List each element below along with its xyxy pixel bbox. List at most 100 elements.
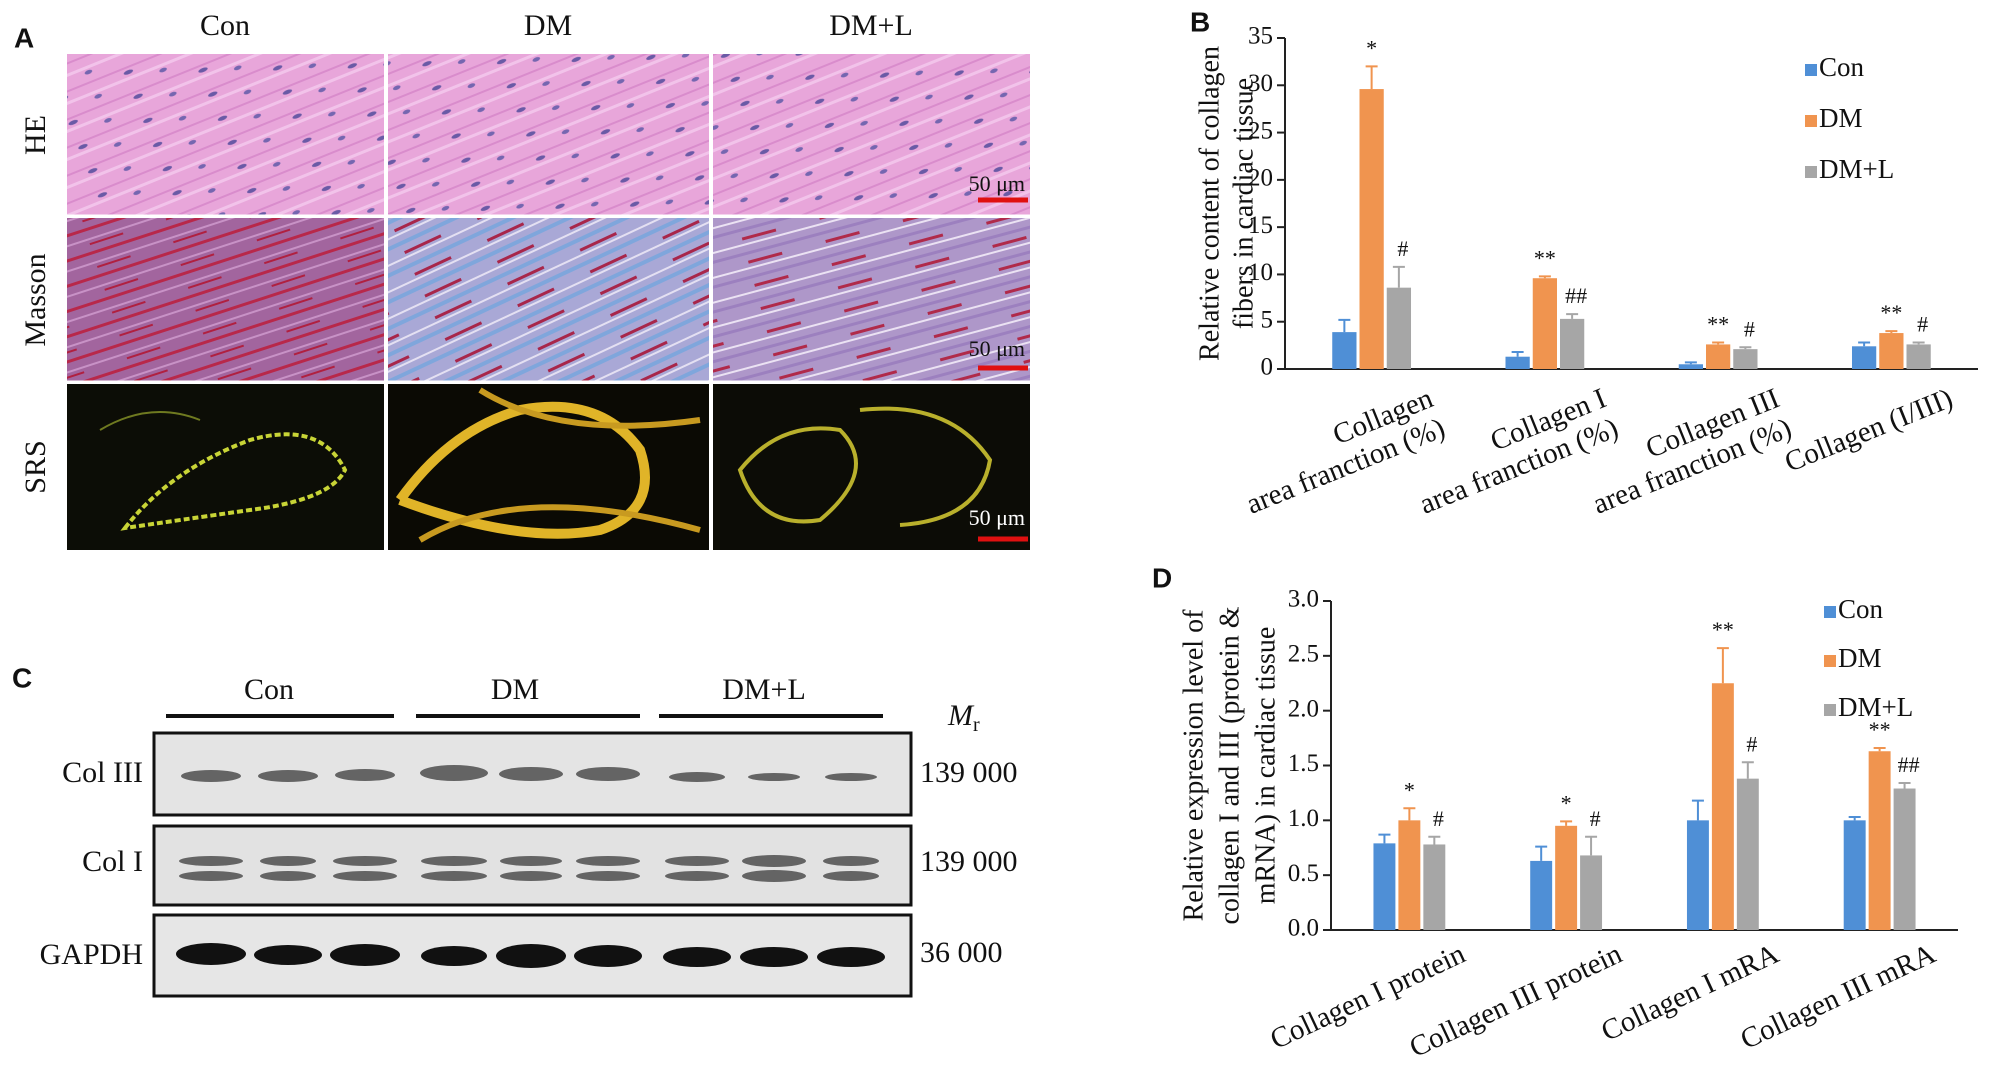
mr-label: Mr [947, 699, 980, 736]
significance-label: # [1744, 316, 1755, 341]
group-label: DM+L [722, 673, 806, 706]
bar [1398, 820, 1421, 930]
y-axis-label: Relative content of collagen [1194, 46, 1225, 361]
significance-label: # [1746, 731, 1757, 756]
y-axis-label: fibers in cardiac tissue [1228, 78, 1259, 329]
scale-bar-label: 50 μm [969, 505, 1025, 530]
legend-label: DM [1819, 103, 1863, 133]
legend-label: Con [1838, 594, 1884, 624]
legend-label: DM+L [1838, 692, 1913, 722]
y-tick-label: 0 [1261, 354, 1274, 381]
error-bar [1585, 835, 1598, 856]
significance-label: ** [1707, 312, 1729, 337]
error-bar [1338, 318, 1351, 333]
bar [1530, 860, 1553, 930]
significance-label: # [1433, 806, 1444, 831]
bar [1851, 346, 1877, 369]
bar [1505, 356, 1530, 369]
y-tick-label: 1.5 [1288, 750, 1319, 777]
y-tick-label: 30 [1248, 70, 1273, 97]
error-bar [1538, 275, 1551, 279]
legend-swatch [1824, 606, 1836, 618]
legend-swatch [1824, 704, 1836, 716]
y-tick-label: 3.0 [1288, 586, 1319, 613]
panel-label: A [14, 22, 34, 53]
y-axis-label: mRNA) in cardiac tissue [1250, 627, 1281, 905]
y-axis-label: Relative expression level of [1178, 609, 1209, 921]
scale-bar-label: 50 μm [969, 336, 1025, 361]
error-bar [1741, 761, 1754, 779]
legend-swatch [1805, 166, 1817, 178]
significance-label: ## [1565, 283, 1587, 308]
bar [1733, 349, 1758, 369]
band-label: GAPDH [40, 938, 143, 971]
error-bar [1511, 350, 1524, 357]
panel-label: C [12, 662, 32, 693]
error-bar [1365, 65, 1378, 90]
row-label: HE [19, 115, 52, 155]
bar [1711, 683, 1734, 930]
bar [1580, 855, 1603, 930]
bar [1893, 788, 1916, 930]
error-bar [1403, 807, 1416, 821]
error-bar [1898, 782, 1911, 789]
bar [1532, 278, 1558, 369]
significance-label: ## [1898, 752, 1920, 777]
scale-bars: 50 μm 50 μm 50 μm [969, 171, 1028, 542]
x-tick-line: Collagen (I/III) [1780, 382, 1957, 478]
legend-label: Con [1819, 52, 1865, 82]
x-tick-label: Collagen IIIarea franction (%) [1576, 382, 1796, 520]
band-mr: 139 000 [920, 756, 1018, 789]
significance-label: * [1404, 777, 1415, 802]
error-bar [1858, 341, 1871, 347]
bar [1868, 751, 1891, 930]
error-bar [1535, 845, 1548, 861]
error-bar [1392, 265, 1405, 288]
y-tick-label: 35 [1248, 23, 1273, 50]
error-bar [1566, 313, 1579, 319]
band-mr: 36 000 [920, 936, 1003, 969]
bar [1879, 333, 1904, 369]
bar [1736, 778, 1759, 930]
bar [1678, 364, 1703, 369]
bar [1906, 344, 1931, 369]
bar [1423, 844, 1446, 930]
y-tick-label: 25 [1248, 117, 1273, 144]
bar [1705, 344, 1731, 369]
bar [1555, 825, 1578, 930]
group-label: Con [244, 673, 294, 706]
error-bar [1684, 361, 1697, 365]
column-label: DM+L [829, 9, 913, 42]
mr-sub: r [973, 714, 980, 736]
group-label: DM [491, 673, 539, 706]
error-bar [1739, 346, 1752, 350]
significance-label: # [1917, 312, 1928, 337]
error-bar [1691, 799, 1704, 821]
significance-label: ** [1712, 617, 1734, 642]
bar [1332, 332, 1357, 369]
legend-label: DM [1838, 643, 1882, 673]
x-tick-label: Collagen Iarea franction (%) [1403, 382, 1623, 520]
band-label: Col III [62, 756, 143, 789]
mr-main: M [947, 699, 975, 732]
bar [1373, 843, 1396, 930]
error-bar [1712, 341, 1725, 345]
bar [1843, 820, 1866, 930]
legend-swatch [1805, 64, 1817, 76]
significance-label: * [1366, 35, 1377, 60]
panel-label: B [1190, 6, 1210, 37]
significance-label: ** [1869, 717, 1891, 742]
y-tick-label: 15 [1248, 212, 1273, 239]
y-tick-label: 0.0 [1288, 915, 1319, 942]
row-label: SRS [19, 440, 52, 493]
column-label: DM [524, 9, 572, 42]
y-tick-label: 5 [1261, 306, 1274, 333]
significance-label: ** [1534, 245, 1556, 270]
image-gridlines [67, 54, 1030, 550]
y-tick-label: 0.5 [1288, 860, 1319, 887]
error-bar [1848, 816, 1861, 821]
y-tick-label: 20 [1248, 165, 1273, 192]
band-label: Col I [82, 845, 143, 878]
